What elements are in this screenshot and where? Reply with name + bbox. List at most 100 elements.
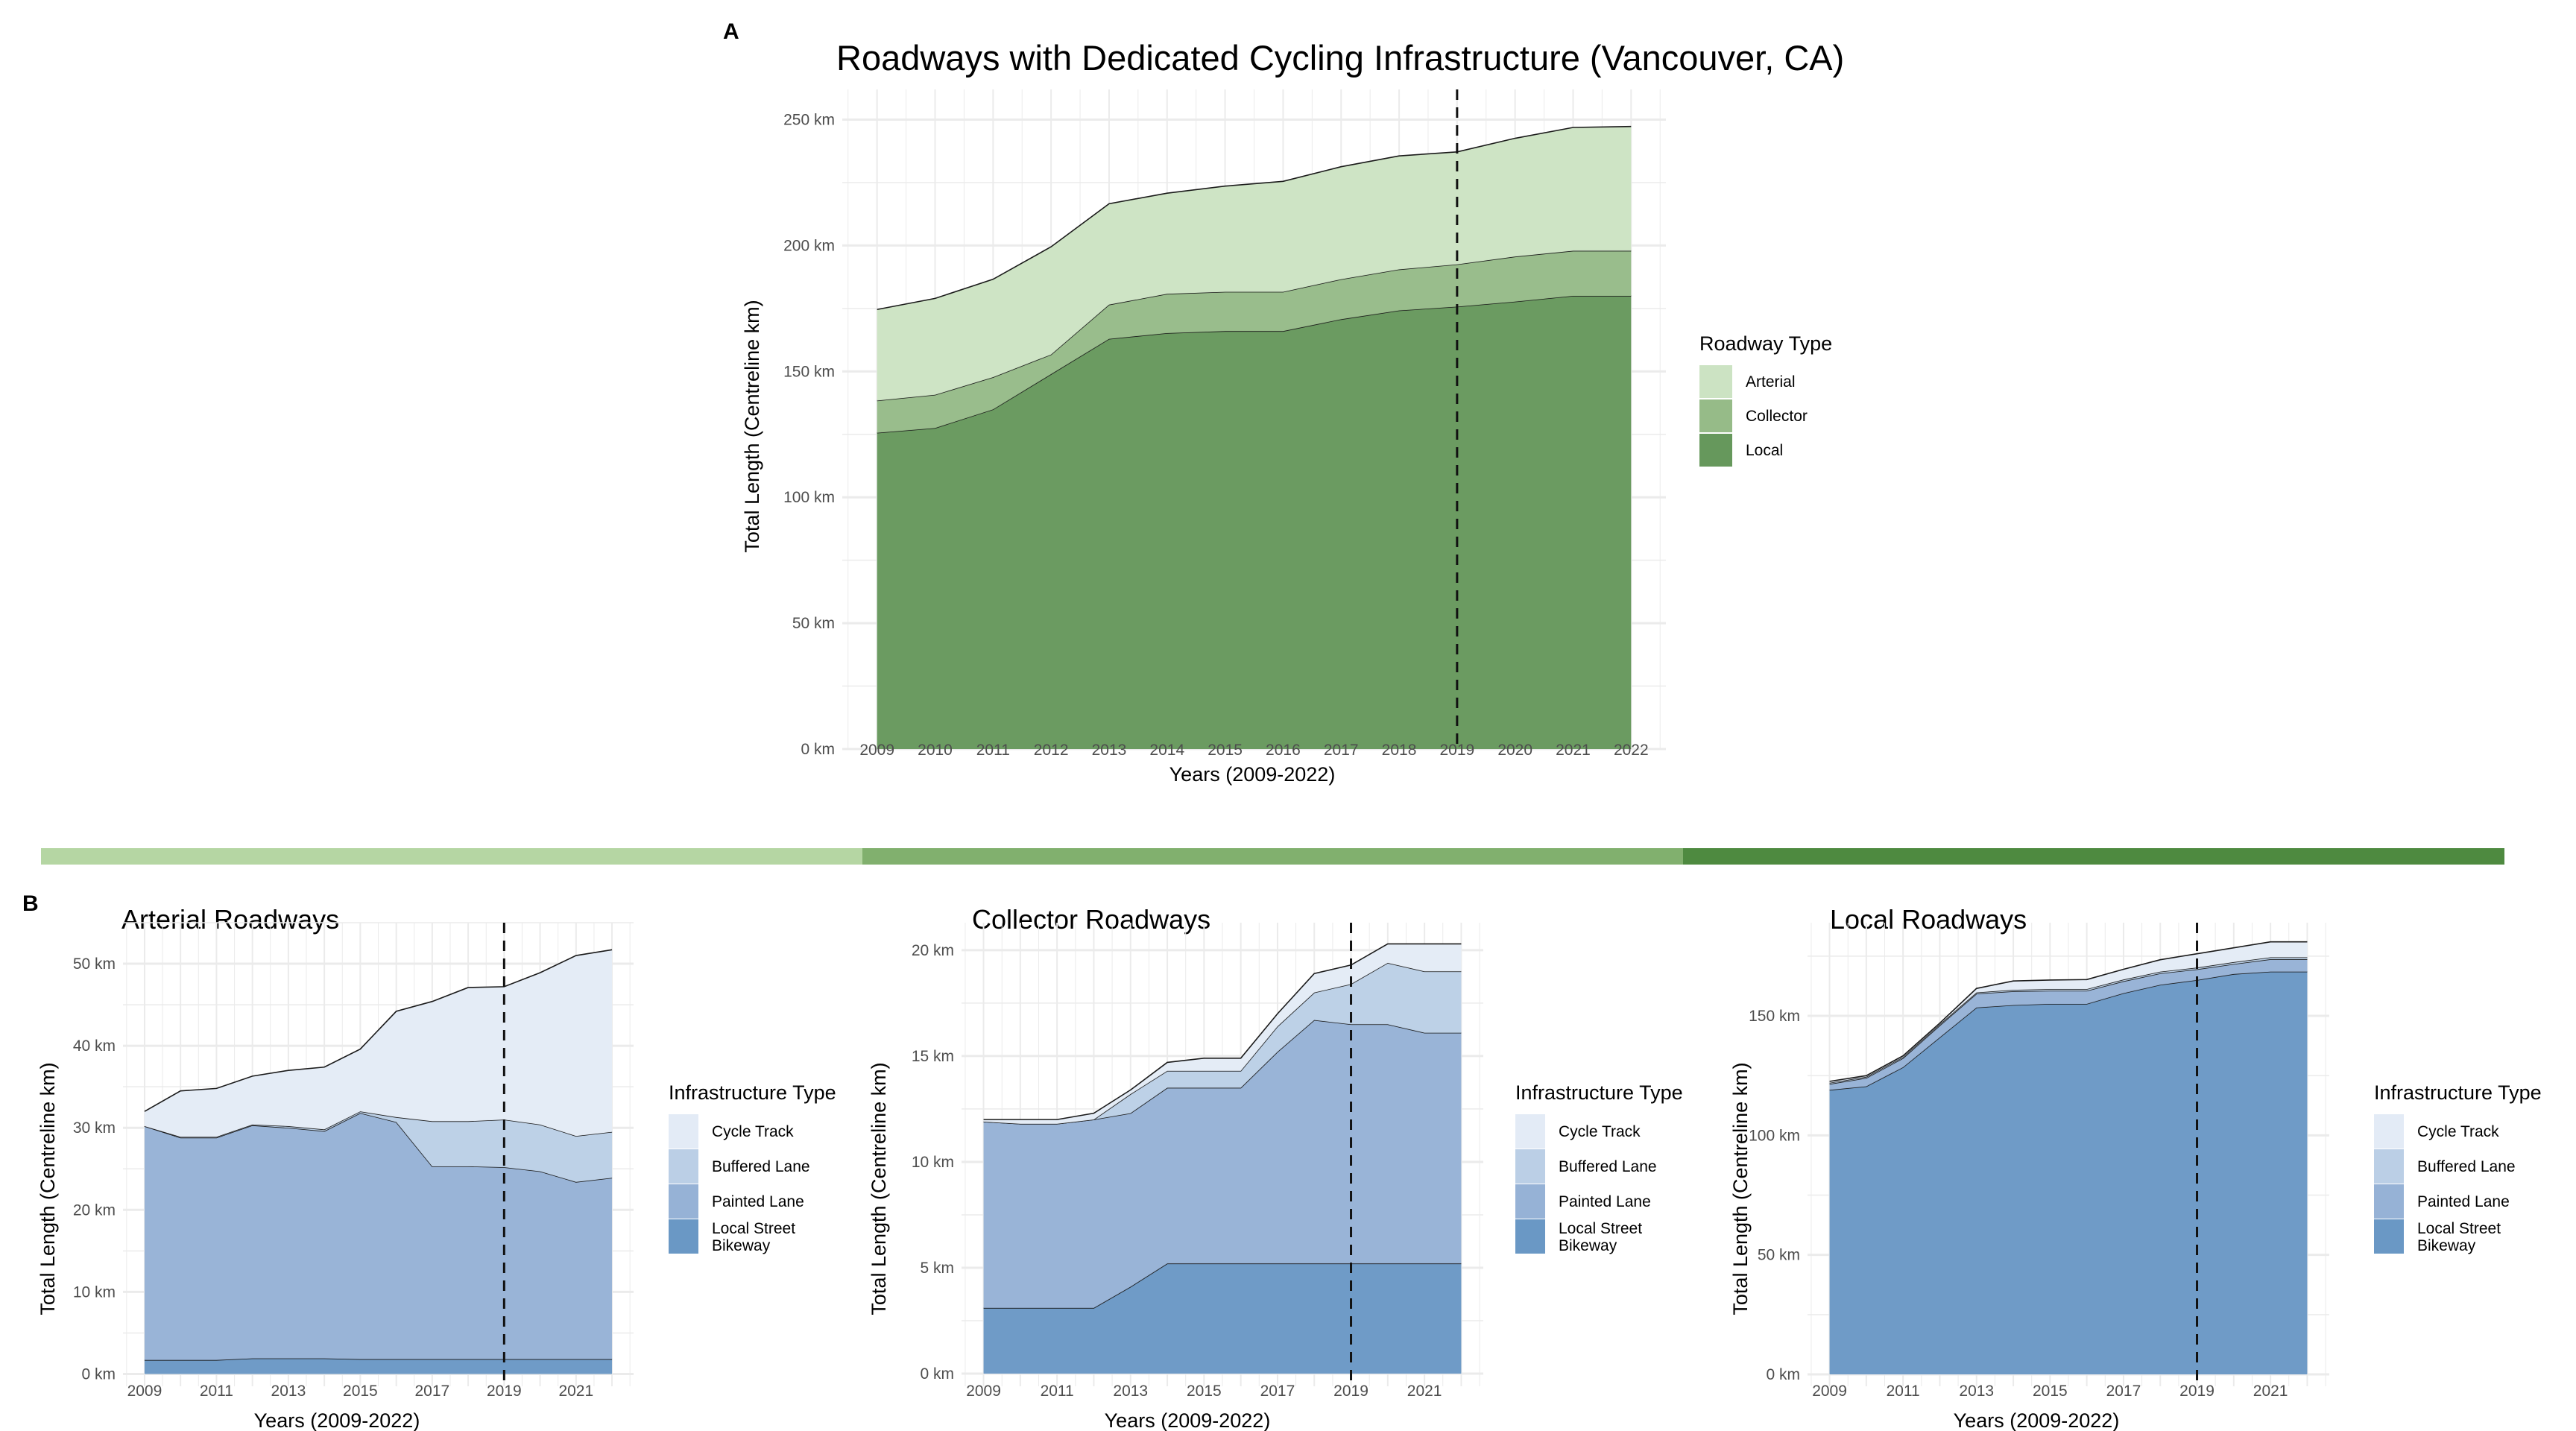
x-axis-label: Years (2009-2022)	[1169, 763, 1336, 786]
area-buffered-lane	[144, 1111, 613, 1182]
y-tick-label: 20 km	[912, 942, 954, 959]
y-tick-label: 50 km	[73, 955, 116, 973]
panel-label-a: A	[723, 19, 739, 44]
x-tick-label: 2018	[1382, 742, 1417, 759]
divider-segment-local	[1683, 848, 2505, 865]
x-tick-label: 2015	[343, 1383, 378, 1400]
x-tick-label: 2015	[2033, 1383, 2068, 1400]
legend-swatch-local-street-bikeway	[669, 1219, 698, 1254]
area-cycle-track-outline	[983, 943, 1462, 1120]
x-tick-label: 2009	[127, 1383, 162, 1400]
y-tick-label: 0 km	[1766, 1366, 1800, 1383]
y-tick-label: 20 km	[73, 1201, 116, 1219]
x-tick-label: 2019	[1333, 1383, 1368, 1400]
x-tick-label: 2022	[1614, 742, 1649, 759]
x-axis-ticks: 2009 2010 2011 2012 2013 2014 2015 2016 2017 2018…	[859, 742, 1648, 759]
x-tick-label: 2021	[2253, 1383, 2288, 1400]
area-arterial-outline	[877, 125, 1632, 311]
x-tick-label: 2016	[1266, 742, 1301, 759]
area-buffered-lane-outline	[144, 1111, 613, 1138]
y-tick-label: 10 km	[73, 1283, 116, 1301]
legend-label-painted-lane: Painted Lane	[712, 1193, 804, 1210]
y-tick-label: 40 km	[73, 1037, 116, 1055]
x-tick-label: 2015	[1208, 742, 1243, 759]
x-tick-label: 2019	[1439, 742, 1474, 759]
x-tick-label: 2017	[1260, 1383, 1295, 1400]
x-tick-label: 2021	[558, 1383, 593, 1400]
y-axis-label: Total Length (Centreline km)	[1729, 1062, 1752, 1315]
stacked-areas	[877, 125, 1632, 749]
area-cycle-track	[1829, 941, 2308, 1083]
area-local	[877, 295, 1632, 749]
y-tick-label: 50 km	[792, 615, 835, 632]
y-tick-label: 5 km	[920, 1260, 954, 1277]
legend-title: Roadway Type	[1699, 332, 1832, 355]
area-painted-lane	[1829, 959, 2308, 1090]
legend-label-collector: Collector	[1746, 408, 1808, 425]
legend-swatch-buffered-lane	[2374, 1149, 2404, 1184]
overview-area-chart: Roadways with Dedicated Cycling Infrastr…	[741, 38, 1844, 786]
y-axis-ticks: 0 km 50 km 100 km 150 km 200 km 250 km	[783, 112, 835, 758]
x-tick-label: 2021	[1556, 742, 1591, 759]
legend-swatch-painted-lane	[2374, 1184, 2404, 1219]
area-painted-lane	[983, 1020, 1462, 1308]
y-tick-label: 150 km	[783, 363, 835, 380]
legend-label-arterial: Arterial	[1746, 373, 1796, 391]
legend-swatch-cycle-track	[669, 1114, 698, 1149]
legend-roadway-type: Roadway Type Arterial Collector Local	[1699, 332, 1832, 467]
x-axis-ticks: 2009 2011 2013 2015 2017 2019 2021	[1812, 1383, 2288, 1400]
legend-swatch-local	[1699, 434, 1732, 467]
legend-swatch-cycle-track	[1515, 1114, 1545, 1149]
x-axis-label: Years (2009-2022)	[254, 1409, 420, 1431]
legend-swatch-arterial	[1699, 365, 1732, 398]
area-local-street-bikeway	[144, 1358, 613, 1374]
chart-title: Arterial Roadways	[121, 904, 339, 935]
x-tick-label: 2019	[487, 1383, 522, 1400]
x-tick-label: 2021	[1407, 1383, 1442, 1400]
legend-infrastructure-type: Infrastructure Type Cycle Track Buffered L…	[2374, 1081, 2542, 1254]
area-local-street-bikeway	[983, 1263, 1462, 1374]
x-tick-label: 2013	[1113, 1383, 1148, 1400]
chart-title: Roadways with Dedicated Cycling Infrastr…	[836, 38, 1844, 78]
y-tick-label: 200 km	[783, 237, 835, 254]
legend-infrastructure-type: Infrastructure Type Cycle Track Buffered L…	[669, 1081, 836, 1254]
legend-swatch-local-street-bikeway	[2374, 1219, 2404, 1254]
x-axis-label: Years (2009-2022)	[1954, 1409, 2120, 1431]
legend-title: Infrastructure Type	[669, 1081, 836, 1104]
y-axis-ticks: 0 km 5 km 10 km 15 km 20 km	[912, 942, 954, 1383]
x-axis-ticks: 2009 2011 2013 2015 2017 2019 2021	[127, 1383, 594, 1400]
legend-label-local-street-bikeway: Local Street Bikeway	[1559, 1220, 1642, 1254]
y-axis-label: Total Length (Centreline km)	[741, 300, 763, 552]
y-tick-label: 100 km	[783, 489, 835, 506]
x-tick-label: 2009	[1812, 1383, 1847, 1400]
legend-label-buffered-lane: Buffered Lane	[2417, 1158, 2516, 1175]
legend-swatch-collector	[1699, 399, 1732, 432]
y-axis-ticks: 0 km 10 km 20 km 30 km 40 km 50 km	[73, 955, 116, 1383]
legend-label-cycle-track: Cycle Track	[2417, 1123, 2499, 1140]
area-arterial	[877, 126, 1632, 401]
legend-label-cycle-track: Cycle Track	[712, 1123, 794, 1140]
y-tick-label: 0 km	[920, 1365, 954, 1383]
area-collector	[877, 250, 1632, 433]
y-tick-label: 250 km	[783, 112, 835, 129]
x-tick-label: 2013	[1092, 742, 1127, 759]
x-tick-label: 2017	[2106, 1383, 2141, 1400]
y-axis-label: Total Length (Centreline km)	[37, 1062, 59, 1315]
legend-label-buffered-lane: Buffered Lane	[712, 1158, 810, 1175]
legend-label-painted-lane: Painted Lane	[2417, 1193, 2510, 1210]
roadway-type-divider-bar	[41, 848, 2505, 865]
divider-segment-arterial	[41, 848, 862, 865]
x-tick-label: 2019	[2179, 1383, 2214, 1400]
legend-label-local: Local	[1746, 442, 1783, 459]
chart-title: Local Roadways	[1830, 904, 2027, 935]
y-tick-label: 50 km	[1758, 1247, 1800, 1264]
legend-label-cycle-track: Cycle Track	[1559, 1123, 1641, 1140]
y-tick-label: 0 km	[801, 741, 835, 758]
stacked-areas	[983, 943, 1462, 1374]
area-cycle-track	[144, 950, 613, 1137]
legend-swatch-painted-lane	[669, 1184, 698, 1219]
legend-label-buffered-lane: Buffered Lane	[1559, 1158, 1657, 1175]
area-painted-lane	[144, 1113, 613, 1360]
legend-label-painted-lane: Painted Lane	[1559, 1193, 1651, 1210]
x-tick-label: 2017	[1324, 742, 1359, 759]
